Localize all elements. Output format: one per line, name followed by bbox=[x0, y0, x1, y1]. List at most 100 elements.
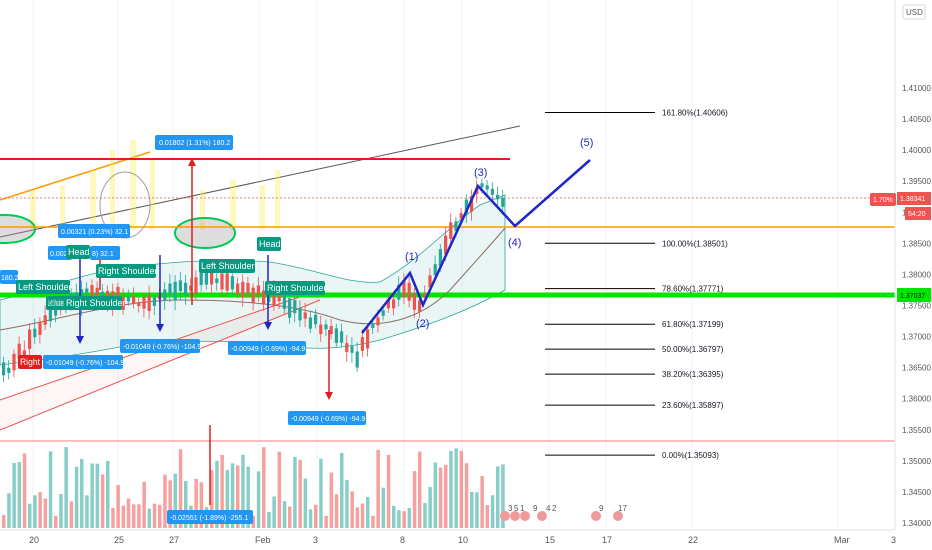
volume-bar bbox=[360, 503, 365, 528]
pattern-label-right[interactable]: Right bbox=[18, 355, 42, 369]
fib-level-label: 100.00%(1.38501) bbox=[662, 239, 728, 248]
volume-bar bbox=[397, 510, 401, 528]
measure-text-4: 8) 32.1 bbox=[92, 251, 114, 258]
candle-body bbox=[220, 273, 224, 290]
wave-label-5: (5) bbox=[580, 137, 593, 149]
volume-bar bbox=[22, 453, 27, 528]
event-flag-icon[interactable] bbox=[510, 511, 520, 521]
volume-bar bbox=[314, 504, 318, 528]
pattern-label-left-shoulder-3[interactable]: Left Shoulder bbox=[199, 259, 255, 273]
candle-body bbox=[256, 285, 260, 295]
volume-bar bbox=[116, 485, 120, 528]
pattern-label-left-shoulder-1[interactable]: Left Shoulder bbox=[16, 280, 72, 294]
volume-bar bbox=[386, 454, 391, 528]
measure-text-7: -0.01049 (-0.76%) -104.9 bbox=[123, 344, 201, 351]
price-axis-background[interactable] bbox=[895, 0, 932, 550]
candle-body bbox=[147, 295, 151, 311]
event-flag-icon[interactable] bbox=[537, 511, 547, 521]
measure-box-6[interactable]: -0.01049 (-0.76%) -104.9 bbox=[43, 355, 124, 369]
measure-text-10: -0.02551 (-1.89%) -255.1 bbox=[170, 515, 248, 522]
event-count: 3 bbox=[508, 504, 513, 513]
green-ellipse-mid bbox=[174, 217, 236, 249]
volume-bar bbox=[111, 507, 115, 528]
pattern-label-right-shoulder-3[interactable]: Right Shoulder bbox=[265, 281, 327, 295]
time-tick-label: Feb bbox=[255, 535, 271, 545]
wave-label-2: (2) bbox=[416, 318, 429, 330]
volume-bar bbox=[28, 503, 32, 528]
fib-level-label: 0.00%(1.35093) bbox=[662, 451, 719, 460]
candle-body bbox=[470, 196, 474, 212]
candle-body bbox=[496, 194, 500, 200]
time-axis-background[interactable] bbox=[0, 530, 932, 550]
volume-bar bbox=[215, 460, 219, 528]
event-flag-icon[interactable] bbox=[613, 511, 623, 521]
measure-box-4[interactable]: 8) 32.1 bbox=[90, 246, 120, 260]
candle-body bbox=[116, 286, 120, 305]
pattern-label-left-shoulder-2[interactable]: Left Shoulder bbox=[46, 296, 66, 310]
measure-box-1[interactable]: 0.01802 (1.31%) 180.2 bbox=[155, 135, 233, 150]
fib-level-label: 50.00%(1.36797) bbox=[662, 345, 724, 354]
candle-body bbox=[236, 283, 240, 294]
volume-bar bbox=[17, 462, 22, 528]
event-flag-icon[interactable] bbox=[520, 511, 530, 521]
candle-body bbox=[28, 329, 32, 349]
pattern-label-head-2[interactable]: Head bbox=[257, 237, 281, 251]
time-tick-label: 10 bbox=[458, 535, 468, 545]
candle-body bbox=[480, 183, 484, 188]
measure-text-2: 0.00321 (0.23%) 32.1 bbox=[61, 229, 128, 236]
measure-box-2[interactable]: 0.00321 (0.23%) 32.1 bbox=[58, 224, 130, 238]
candle-body bbox=[459, 213, 463, 219]
volume-bar bbox=[173, 473, 178, 528]
candle-body bbox=[402, 281, 406, 298]
candle-body bbox=[7, 367, 11, 374]
volume-bar bbox=[132, 504, 136, 528]
candle-body bbox=[485, 185, 489, 190]
volume-bar bbox=[303, 478, 308, 528]
pattern-label-text: Head bbox=[68, 247, 90, 257]
measure-box-5[interactable]: 180.2 bbox=[0, 270, 19, 284]
volume-bar bbox=[366, 497, 370, 528]
pattern-label-head-1[interactable]: Head bbox=[66, 245, 90, 259]
candle-body bbox=[501, 197, 505, 207]
volume-bar bbox=[74, 466, 79, 528]
wave-label-3: (3) bbox=[474, 167, 487, 179]
elliott-wave-path[interactable] bbox=[361, 159, 591, 334]
candle-body bbox=[48, 309, 52, 322]
event-flag-icon[interactable] bbox=[591, 511, 601, 521]
measure-box-10[interactable]: -0.02551 (-1.89%) -255.1 bbox=[167, 510, 253, 524]
price-tick-label: 1.36000 bbox=[902, 395, 931, 404]
event-flag-icon[interactable] bbox=[500, 511, 510, 521]
volume-bar bbox=[350, 491, 354, 528]
candle-body bbox=[168, 283, 172, 295]
candle-body bbox=[324, 324, 328, 330]
fibonacci-retracement[interactable]: 161.80%(1.40606) 100.00%(1.38501) 78.60%(1… bbox=[545, 108, 728, 460]
measure-box-7[interactable]: -0.01049 (-0.76%) -104.9 bbox=[120, 339, 201, 353]
candle-body bbox=[38, 322, 42, 335]
volume-bar bbox=[121, 505, 126, 528]
volume-bar bbox=[449, 450, 453, 528]
candle-body bbox=[397, 284, 401, 300]
level-price-text: 1.37037 bbox=[900, 293, 925, 300]
volume-bar bbox=[230, 463, 235, 528]
volume-bar bbox=[334, 494, 339, 528]
volume-bar bbox=[464, 463, 469, 528]
event-count: 9 bbox=[533, 504, 538, 513]
time-tick-label: 22 bbox=[688, 535, 698, 545]
current-change-badge: 1.70% bbox=[870, 193, 896, 206]
fib-level-label: 61.80%(1.37199) bbox=[662, 320, 724, 329]
pattern-label-right-shoulder-2[interactable]: Right Shoulder bbox=[64, 296, 126, 310]
pattern-label-text: Left Shoulder bbox=[48, 298, 64, 308]
candle-body bbox=[17, 343, 21, 359]
event-markers[interactable]: 3 5 1 9 4 2 9 17 bbox=[500, 504, 627, 521]
time-tick-label: 25 bbox=[114, 535, 124, 545]
measure-box-8[interactable]: -0.00949 (-0.69%) -94.9 bbox=[228, 341, 306, 355]
pattern-label-right-shoulder-1[interactable]: Right Shoulder bbox=[96, 264, 158, 278]
candle-body bbox=[392, 299, 396, 309]
measure-box-9[interactable]: -0.00949 (-0.69%) -94.9 bbox=[288, 411, 366, 425]
wave-label-1: (1) bbox=[405, 251, 418, 263]
volume-bar bbox=[241, 454, 245, 528]
candle-body bbox=[386, 299, 390, 309]
price-tick-label: 1.38000 bbox=[902, 270, 931, 279]
currency-badge[interactable]: USD bbox=[902, 4, 926, 20]
